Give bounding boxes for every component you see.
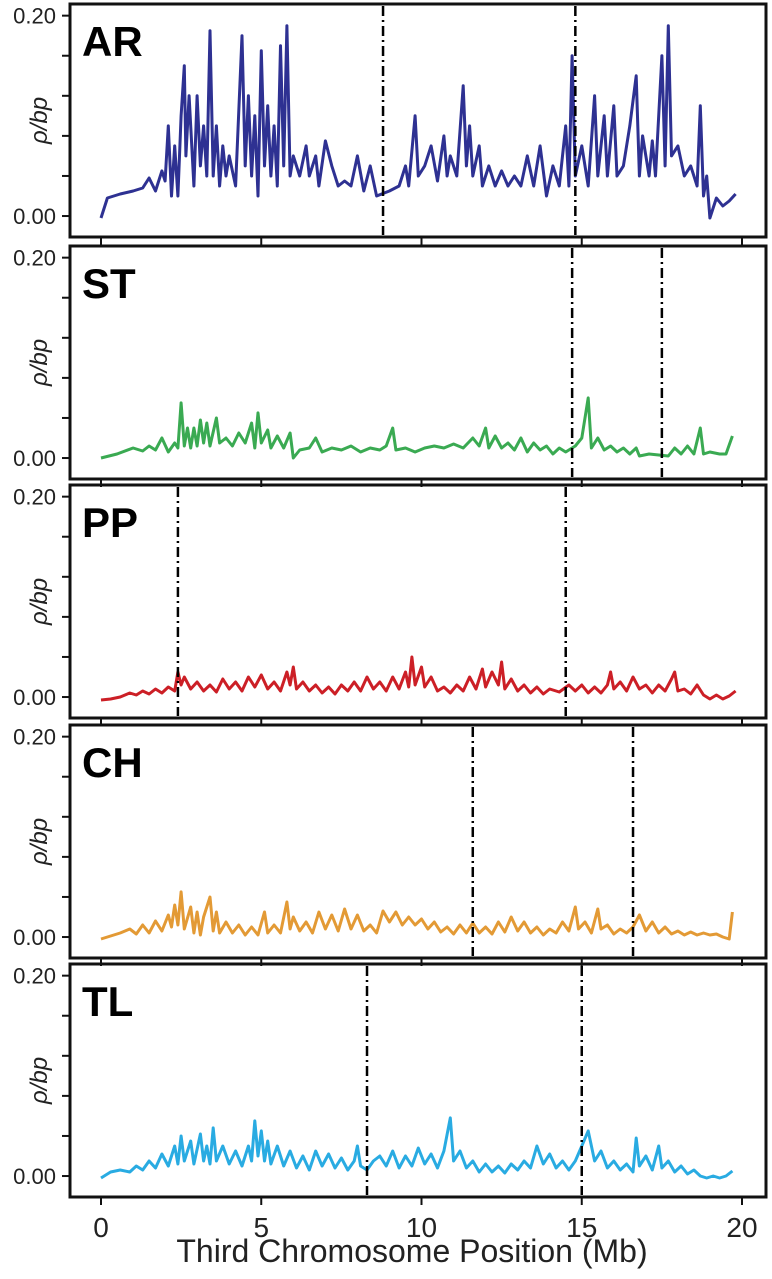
panel-label: ST — [82, 260, 136, 307]
y-tick-label: 0.00 — [13, 204, 56, 229]
y-tick-label: 0.00 — [13, 685, 56, 710]
series-line-tl — [100, 1116, 734, 1180]
series-line-ch — [100, 890, 734, 941]
y-tick-label: 0.20 — [13, 725, 56, 750]
series-line-ar — [99, 24, 737, 220]
x-tick-label: 20 — [726, 1212, 757, 1243]
series-line-st — [100, 396, 734, 460]
y-tick-label: 0.00 — [13, 925, 56, 950]
y-tick-label: 0.00 — [13, 1164, 56, 1189]
panel-frame — [68, 962, 768, 1199]
panel-frame — [68, 723, 768, 960]
x-tick-label: 15 — [566, 1212, 597, 1243]
y-axis-title: ρ/bp — [26, 1057, 53, 1105]
panel-pp: 0.20 0.00 ρ/bp PP — [13, 483, 768, 726]
panel-label: TL — [82, 978, 133, 1025]
panel-ar: 0.20 0.00 ρ/bp AR — [13, 2, 768, 245]
x-axis-title: Third Chromosome Position (Mb) — [176, 1233, 647, 1269]
panel-label: AR — [82, 18, 143, 65]
panel-label: CH — [82, 739, 143, 786]
panel-label: PP — [82, 499, 138, 546]
x-tick-label: 10 — [406, 1212, 437, 1243]
x-axis: 0 5 10 15 20 — [93, 1212, 757, 1243]
panel-ch: 0.20 0.00 ρ/bp CH — [13, 723, 768, 966]
x-tick-label: 0 — [93, 1212, 109, 1243]
x-tick-label: 5 — [253, 1212, 269, 1243]
panel-tl: 0.20 0.00 ρ/bp TL — [13, 962, 768, 1205]
panel-frame — [68, 483, 768, 720]
panel-frame — [68, 244, 768, 481]
y-axis-title: ρ/bp — [26, 818, 53, 866]
y-tick-label: 0.20 — [13, 4, 56, 29]
series-line-pp — [100, 655, 737, 702]
y-tick-label: 0.20 — [13, 246, 56, 271]
y-axis-title: ρ/bp — [26, 339, 53, 387]
y-tick-label: 0.20 — [13, 485, 56, 510]
panels-layer: 0.20 0.00 ρ/bp AR 0.20 0.00 ρ/bp ST 0.20 0.00 ρ/bp… — [13, 2, 768, 1205]
y-axis-title: ρ/bp — [26, 97, 53, 145]
panel-frame — [68, 2, 768, 239]
y-axis-title: ρ/bp — [26, 578, 53, 626]
y-tick-label: 0.20 — [13, 964, 56, 989]
y-tick-label: 0.00 — [13, 446, 56, 471]
panel-st: 0.20 0.00 ρ/bp ST — [13, 244, 768, 487]
